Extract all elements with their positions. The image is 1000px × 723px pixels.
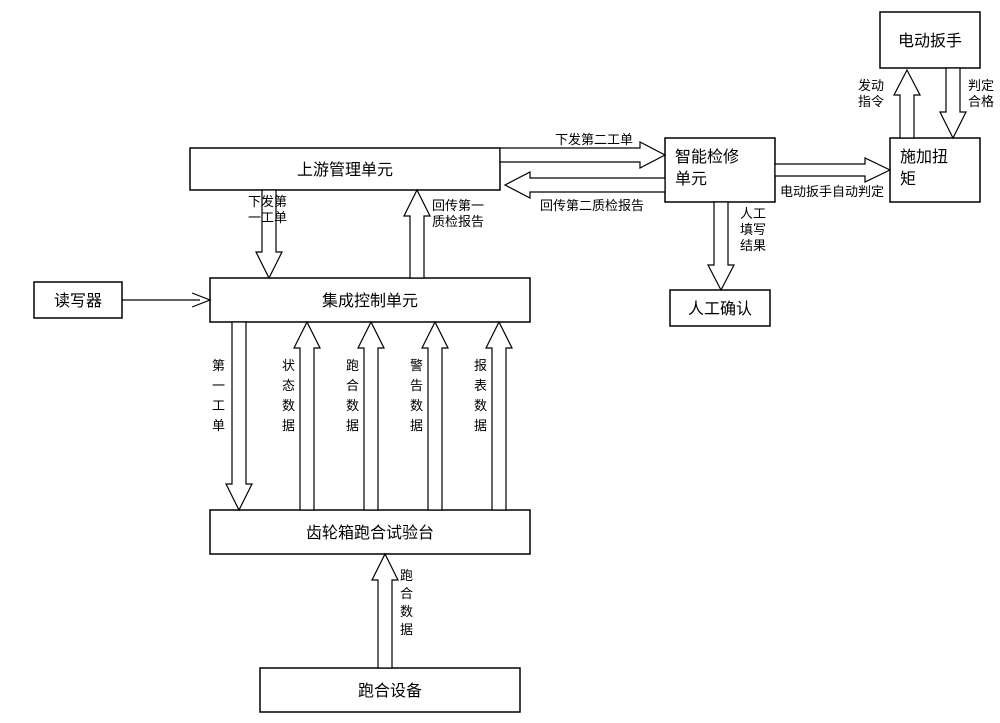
edge-runin-data: 跑 合 数 据 — [346, 322, 384, 510]
svg-text:合: 合 — [400, 586, 413, 601]
svg-text:告: 告 — [410, 378, 423, 393]
edge-label: 下发第 — [248, 194, 287, 209]
node-runin-device: 跑合设备 — [260, 668, 520, 712]
edge-report-data: 报 表 数 据 — [474, 322, 512, 510]
node-label: 跑合设备 — [358, 682, 422, 700]
node-electric-wrench: 电动扳手 — [880, 12, 980, 68]
edge-alarm-data: 警 告 数 据 — [410, 322, 448, 510]
node-smart-inspect: 智能检修 单元 — [665, 138, 775, 202]
svg-text:跑: 跑 — [400, 568, 413, 583]
edge-label: 回传第二质检报告 — [540, 198, 644, 213]
svg-text:单: 单 — [212, 418, 225, 433]
edge-label: 下发第二工单 — [555, 132, 633, 147]
edge-label: 回传第一 — [432, 198, 484, 213]
edge-label: 人工 — [740, 206, 766, 221]
svg-text:跑: 跑 — [346, 358, 359, 373]
svg-text:合: 合 — [346, 378, 359, 393]
node-manual-confirm: 人工确认 — [670, 290, 770, 326]
svg-text:一: 一 — [212, 378, 225, 393]
node-gearbox-test: 齿轮箱跑合试验台 — [210, 510, 530, 554]
edge-judge-ok: 判定 合格 — [940, 68, 994, 138]
svg-text:报: 报 — [474, 358, 487, 373]
node-label: 施加扭 — [900, 148, 948, 166]
edge-status-data: 状 态 数 据 — [282, 322, 320, 510]
svg-text:数: 数 — [410, 398, 423, 413]
edge-label: 电动扳手自动判定 — [780, 184, 884, 199]
edge-label: 指令 — [858, 94, 884, 109]
node-label: 智能检修 — [675, 148, 739, 166]
node-label: 齿轮箱跑合试验台 — [306, 524, 434, 542]
edge-first-order — [226, 322, 252, 510]
node-label: 矩 — [900, 170, 916, 188]
edge-start-cmd: 发动 指令 — [858, 70, 920, 138]
edge-manual-fill: 人工 填写 结果 — [708, 202, 766, 290]
svg-text:第: 第 — [212, 358, 225, 373]
node-label: 人工确认 — [688, 300, 752, 318]
node-label: 单元 — [675, 170, 707, 188]
svg-text:数: 数 — [474, 398, 487, 413]
edge-label-first-order: 第 一 工 单 — [212, 358, 225, 433]
edge-issue-order1: 下发第 一工单 — [248, 190, 287, 278]
edge-label: 结果 — [740, 238, 766, 253]
edge-label: 填写 — [740, 222, 766, 237]
node-label: 上游管理单元 — [297, 161, 393, 179]
svg-text:据: 据 — [346, 418, 359, 433]
node-label: 电动扳手 — [898, 31, 962, 50]
node-integrated-ctrl: 集成控制单元 — [210, 278, 530, 322]
edge-reader-to-ctrl — [122, 293, 210, 307]
edge-runin-data2: 跑 合 数 据 — [372, 554, 413, 668]
svg-text:据: 据 — [474, 418, 487, 433]
svg-text:状: 状 — [282, 358, 295, 373]
svg-text:工: 工 — [212, 398, 225, 413]
edge-issue-order2: 下发第二工单 — [500, 132, 665, 168]
flowchart-canvas: 电动扳手 施加扭 矩 智能检修 单元 上游管理单元 读写器 集成控制单元 人工确… — [0, 0, 1000, 723]
node-label: 集成控制单元 — [322, 292, 418, 310]
edge-return-qc1: 回传第一 质检报告 — [404, 190, 484, 278]
svg-text:数: 数 — [400, 604, 413, 619]
svg-text:据: 据 — [282, 418, 295, 433]
svg-text:态: 态 — [282, 378, 295, 393]
node-apply-torque: 施加扭 矩 — [890, 138, 980, 202]
svg-text:警: 警 — [410, 358, 423, 373]
svg-text:据: 据 — [410, 418, 423, 433]
edge-return-qc2: 回传第二质检报告 — [505, 172, 665, 213]
svg-text:据: 据 — [400, 622, 413, 637]
edge-label: 质检报告 — [432, 214, 484, 229]
node-label: 读写器 — [54, 292, 102, 310]
edge-auto-judge: 电动扳手自动判定 — [775, 158, 890, 199]
edge-label: 判定 — [968, 78, 994, 93]
svg-text:数: 数 — [346, 398, 359, 413]
svg-text:数: 数 — [282, 398, 295, 413]
edge-label: 一工单 — [248, 210, 287, 225]
svg-text:表: 表 — [474, 378, 487, 393]
node-upstream-mgmt: 上游管理单元 — [190, 148, 500, 190]
edge-label: 发动 — [858, 78, 884, 93]
node-reader: 读写器 — [34, 282, 122, 318]
edge-label: 合格 — [968, 94, 994, 109]
